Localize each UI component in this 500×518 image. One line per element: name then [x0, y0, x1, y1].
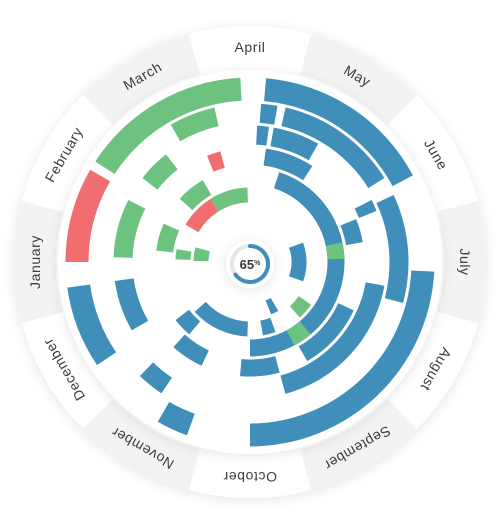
arc-37 [67, 284, 117, 366]
sector-november [83, 399, 200, 490]
arc-2 [156, 223, 180, 253]
arc-38 [114, 278, 149, 331]
arc-35 [139, 362, 172, 394]
month-label-october: October [223, 469, 277, 485]
arc-11 [207, 151, 225, 172]
arc-34 [157, 401, 195, 436]
sector-january [14, 200, 63, 324]
arc-7 [170, 107, 219, 142]
arc-1 [113, 200, 146, 258]
arc-4 [193, 247, 210, 262]
arc-16 [270, 127, 319, 161]
arc-22 [376, 195, 409, 304]
data-arcs [65, 77, 435, 447]
arc-29 [265, 297, 279, 315]
arc-17 [263, 148, 313, 181]
arc-18 [250, 172, 345, 357]
arc-6 [142, 154, 178, 190]
month-label-january: January [27, 235, 43, 289]
sector-april [188, 25, 312, 75]
arc-20 [340, 219, 363, 246]
sector-june [387, 95, 478, 212]
arc-5 [95, 77, 242, 175]
arc-23 [288, 242, 307, 282]
arc-8 [179, 180, 212, 211]
sector-july [437, 200, 486, 324]
arc-21 [325, 242, 345, 260]
sector-august [387, 312, 478, 429]
arc-19 [354, 200, 377, 218]
arc-25 [280, 282, 385, 394]
arc-26 [298, 303, 354, 362]
arc-31 [240, 356, 280, 377]
arc-30 [260, 317, 276, 336]
month-label-april: April [234, 39, 265, 55]
month-sectors [14, 25, 486, 498]
arc-13 [259, 103, 278, 125]
arc-27 [289, 296, 312, 318]
center-badge: 65% [226, 240, 274, 288]
arc-33 [173, 334, 209, 366]
center-unit: % [254, 260, 261, 267]
arc-32 [194, 301, 248, 337]
sector-december [22, 312, 113, 429]
month-label-july: July [457, 248, 473, 275]
arc-10 [210, 187, 248, 212]
sector-may [300, 34, 417, 125]
sector-february [22, 95, 113, 212]
arc-14 [281, 107, 385, 189]
center-progress-arc [233, 244, 270, 284]
center-value-text: 65% [240, 257, 261, 272]
sector-march [83, 34, 200, 125]
arc-12 [264, 78, 413, 187]
sector-september [300, 399, 417, 490]
arc-24 [250, 270, 435, 447]
arc-3 [175, 249, 192, 260]
arc-9 [185, 198, 219, 233]
arc-36 [175, 309, 201, 335]
sector-october [188, 449, 312, 498]
arc-0 [65, 169, 111, 262]
arc-28 [286, 321, 311, 346]
arc-15 [256, 125, 269, 146]
center-value: 65 [240, 257, 254, 272]
